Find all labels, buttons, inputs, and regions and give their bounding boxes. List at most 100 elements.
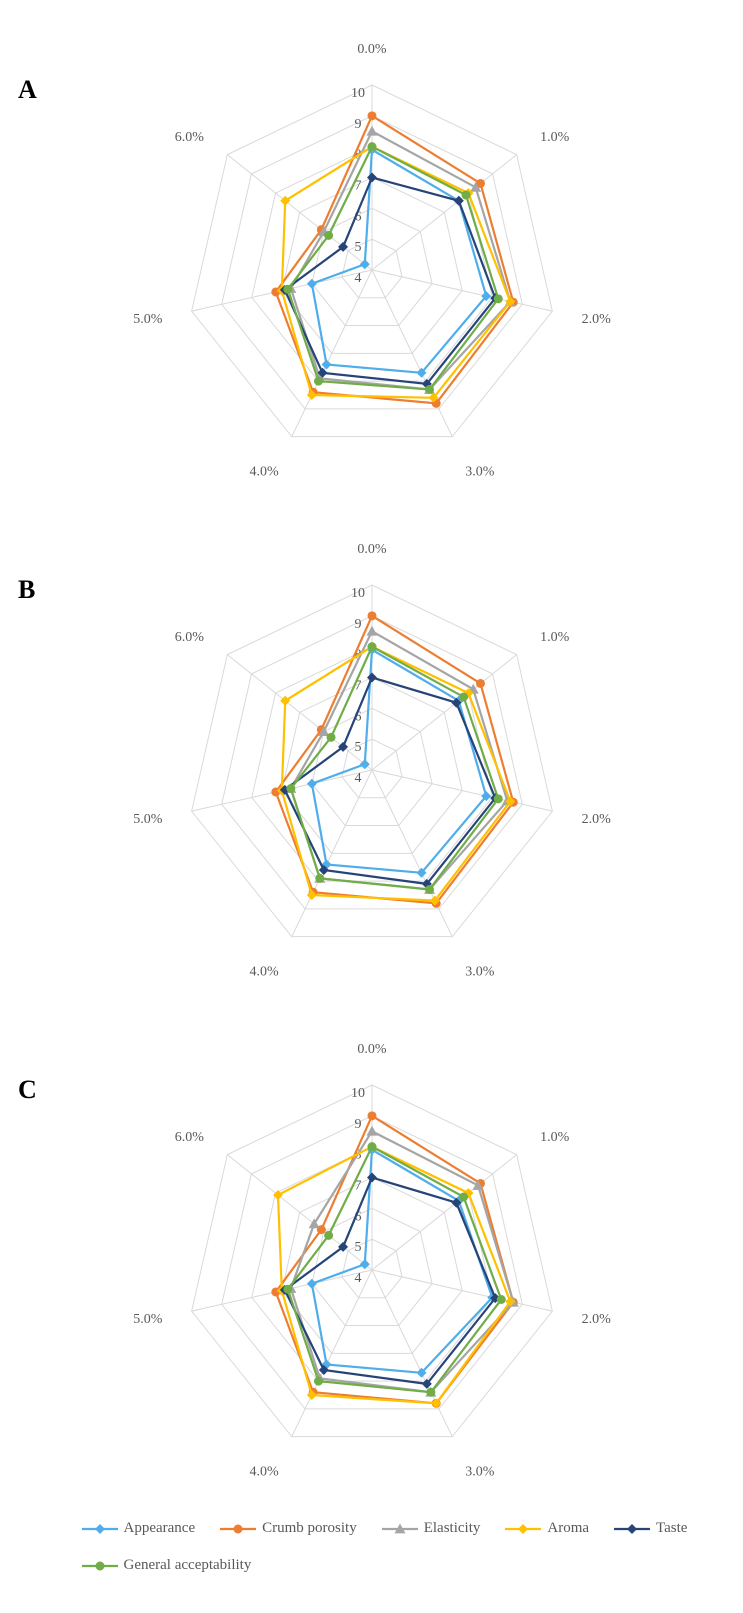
series-marker: [359, 1259, 369, 1269]
series-marker: [366, 126, 377, 136]
series-marker: [426, 1388, 435, 1397]
series-marker: [324, 1231, 333, 1240]
axis-label: 3.0%: [465, 965, 495, 980]
legend-item: Crumb porosity: [220, 1520, 357, 1537]
series-marker: [496, 1295, 505, 1304]
legend-label: Crumb porosity: [262, 1520, 357, 1537]
series-marker: [367, 642, 376, 651]
legend-swatch: [220, 1522, 256, 1536]
panel-label-B: B: [18, 575, 35, 605]
series-marker: [367, 1173, 377, 1183]
series-marker: [324, 231, 333, 240]
series-marker: [367, 611, 376, 620]
figure-page: A 456789100.0%1.0%2.0%3.0%4.0%5.0%6.0% B…: [0, 0, 743, 1594]
axis-label: 2.0%: [581, 312, 611, 327]
legend-swatch: [82, 1522, 118, 1536]
series-marker: [367, 142, 376, 151]
series-marker: [308, 1218, 319, 1228]
series-marker: [283, 1285, 292, 1294]
axis-label: 6.0%: [174, 130, 204, 145]
svg-text:10: 10: [351, 1086, 365, 1101]
axis-label: 4.0%: [249, 1465, 279, 1480]
legend-swatch: [382, 1522, 418, 1536]
axis-label: 0.0%: [357, 542, 387, 557]
svg-text:9: 9: [354, 1117, 361, 1132]
radar-chart-B: 456789100.0%1.0%2.0%3.0%4.0%5.0%6.0%: [42, 510, 702, 1010]
axis-label: 1.0%: [540, 630, 570, 645]
series-marker: [366, 626, 377, 636]
series-marker: [459, 1192, 468, 1201]
panel-svg-container-C: 456789100.0%1.0%2.0%3.0%4.0%5.0%6.0%: [0, 1010, 743, 1510]
legend-swatch: [82, 1559, 118, 1573]
axis-label: 6.0%: [174, 1130, 204, 1145]
axis-label: 3.0%: [465, 465, 495, 480]
svg-text:9: 9: [354, 117, 361, 132]
series-marker: [315, 874, 324, 883]
series-marker: [366, 1126, 377, 1136]
series-marker: [475, 679, 484, 688]
axis-label: 0.0%: [357, 1042, 387, 1057]
series-marker: [306, 279, 316, 289]
panel-svg-container-A: 456789100.0%1.0%2.0%3.0%4.0%5.0%6.0%: [0, 10, 743, 510]
svg-text:4: 4: [354, 271, 361, 286]
axis-label: 2.0%: [581, 1312, 611, 1327]
panel-label-A: A: [18, 75, 37, 105]
svg-text:5: 5: [354, 740, 361, 755]
series-line: [311, 150, 485, 373]
panel-label-C: C: [18, 1075, 37, 1105]
series-marker: [359, 259, 369, 269]
series-marker: [359, 759, 369, 769]
series-marker: [461, 191, 470, 200]
legend-label: General acceptability: [124, 1557, 252, 1574]
series-marker: [280, 696, 290, 706]
series-marker: [367, 1111, 376, 1120]
series-marker: [313, 377, 322, 386]
svg-text:10: 10: [351, 86, 365, 101]
axis-label: 5.0%: [133, 812, 163, 827]
legend-item: Aroma: [505, 1520, 589, 1537]
legend-label: Appearance: [124, 1520, 196, 1537]
axis-label: 1.0%: [540, 130, 570, 145]
svg-text:5: 5: [354, 1240, 361, 1255]
axis-label: 1.0%: [540, 1130, 570, 1145]
series-marker: [286, 784, 295, 793]
svg-text:4: 4: [354, 771, 361, 786]
axis-label: 5.0%: [133, 312, 163, 327]
series-marker: [283, 285, 292, 294]
panel-row-B: B 456789100.0%1.0%2.0%3.0%4.0%5.0%6.0%: [0, 510, 743, 1010]
panel-svg-container-B: 456789100.0%1.0%2.0%3.0%4.0%5.0%6.0%: [0, 510, 743, 1010]
svg-text:5: 5: [354, 240, 361, 255]
axis-label: 4.0%: [249, 965, 279, 980]
axis-label: 0.0%: [357, 42, 387, 57]
series-marker: [425, 385, 434, 394]
series-marker: [367, 111, 376, 120]
legend-label: Aroma: [547, 1520, 589, 1537]
radar-chart-C: 456789100.0%1.0%2.0%3.0%4.0%5.0%6.0%: [42, 1010, 702, 1510]
svg-text:4: 4: [354, 1271, 361, 1286]
axis-label: 4.0%: [249, 465, 279, 480]
axis-label: 6.0%: [174, 630, 204, 645]
legend-item: General acceptability: [82, 1557, 252, 1574]
series-marker: [425, 885, 434, 894]
legend-label: Elasticity: [424, 1520, 481, 1537]
axis-label: 5.0%: [133, 1312, 163, 1327]
legend-swatch: [505, 1522, 541, 1536]
radar-chart-A: 456789100.0%1.0%2.0%3.0%4.0%5.0%6.0%: [42, 10, 702, 510]
series-marker: [367, 173, 377, 183]
svg-text:10: 10: [351, 586, 365, 601]
series-marker: [326, 733, 335, 742]
series-marker: [280, 196, 290, 206]
legend: Appearance Crumb porosity Elasticity Aroma T…: [42, 1520, 702, 1574]
series-marker: [459, 692, 468, 701]
panel-row-C: C 456789100.0%1.0%2.0%3.0%4.0%5.0%6.0%: [0, 1010, 743, 1510]
series-marker: [306, 1279, 316, 1289]
axis-label: 3.0%: [465, 1465, 495, 1480]
series-marker: [306, 779, 316, 789]
axis-label: 2.0%: [581, 812, 611, 827]
series-marker: [367, 673, 377, 683]
panel-row-A: A 456789100.0%1.0%2.0%3.0%4.0%5.0%6.0%: [0, 10, 743, 510]
legend-label: Taste: [656, 1520, 687, 1537]
series-line: [311, 650, 485, 873]
legend-item: Elasticity: [382, 1520, 481, 1537]
legend-swatch: [614, 1522, 650, 1536]
